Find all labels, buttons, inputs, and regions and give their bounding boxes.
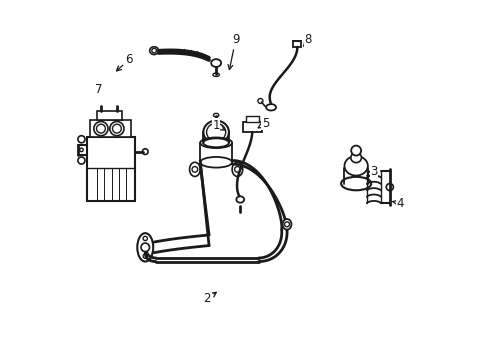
Text: 8: 8: [303, 33, 311, 46]
Bar: [242, 122, 262, 132]
Ellipse shape: [137, 233, 153, 261]
Text: 1: 1: [212, 118, 224, 131]
Ellipse shape: [350, 153, 361, 163]
Ellipse shape: [341, 177, 370, 190]
Bar: [97, 111, 122, 120]
Bar: [86, 138, 134, 201]
Bar: [246, 116, 258, 122]
Ellipse shape: [203, 121, 228, 144]
Ellipse shape: [203, 138, 228, 147]
Ellipse shape: [344, 156, 367, 176]
Text: 9: 9: [227, 33, 239, 69]
Text: 2: 2: [203, 292, 216, 305]
Bar: [90, 120, 131, 138]
Text: 6: 6: [116, 53, 133, 71]
Text: 3: 3: [366, 165, 377, 177]
Ellipse shape: [200, 157, 232, 168]
Text: 4: 4: [392, 197, 404, 210]
Circle shape: [350, 145, 360, 156]
Text: 7: 7: [95, 83, 102, 96]
Text: 5: 5: [258, 117, 269, 130]
Ellipse shape: [282, 219, 291, 230]
Bar: [293, 41, 301, 47]
